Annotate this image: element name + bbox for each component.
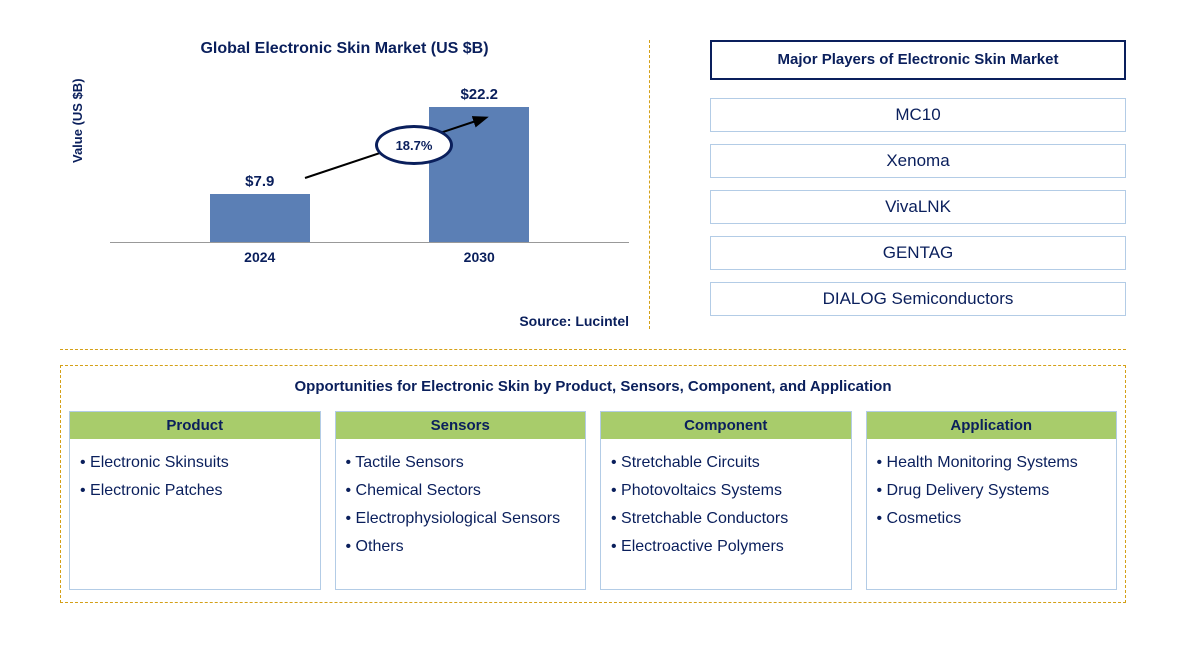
chart-title: Global Electronic Skin Market (US $B) <box>60 40 629 58</box>
category-header-sensors: Sensors <box>336 412 586 439</box>
bar-2024 <box>210 194 310 242</box>
category-item: Health Monitoring Systems <box>875 449 1109 477</box>
bar-2024-label: $7.9 <box>245 173 274 190</box>
opportunities-title: Opportunities for Electronic Skin by Pro… <box>69 378 1117 395</box>
chart-source: Source: Lucintel <box>60 313 629 329</box>
growth-rate-text: 18.7% <box>396 138 433 153</box>
x-label-0: 2024 <box>200 249 320 265</box>
players-section: Major Players of Electronic Skin Market … <box>680 40 1126 329</box>
category-item: Stretchable Circuits <box>609 449 843 477</box>
category-product: ProductElectronic SkinsuitsElectronic Pa… <box>69 411 321 590</box>
category-item: Drug Delivery Systems <box>875 477 1109 505</box>
category-item: Electronic Patches <box>78 477 312 505</box>
category-item: Tactile Sensors <box>344 449 578 477</box>
category-items-sensors: Tactile SensorsChemical SectorsElectroph… <box>336 439 586 589</box>
opportunities-section: Opportunities for Electronic Skin by Pro… <box>60 365 1126 603</box>
bar-2024-wrap: $7.9 <box>200 173 320 242</box>
category-items-application: Health Monitoring SystemsDrug Delivery S… <box>867 439 1117 589</box>
players-list: MC10 Xenoma VivaLNK GENTAG DIALOG Semiconduc… <box>710 98 1126 316</box>
player-item-3: GENTAG <box>710 236 1126 270</box>
category-item: Electroactive Polymers <box>609 533 843 561</box>
category-item: Electrophysiological Sensors <box>344 505 578 533</box>
category-item: Chemical Sectors <box>344 477 578 505</box>
category-items-product: Electronic SkinsuitsElectronic Patches <box>70 439 320 589</box>
chart-section: Global Electronic Skin Market (US $B) Va… <box>60 40 650 329</box>
x-label-1: 2030 <box>419 249 539 265</box>
y-axis-label: Value (US $B) <box>70 78 85 163</box>
category-item: Photovoltaics Systems <box>609 477 843 505</box>
top-row: Global Electronic Skin Market (US $B) Va… <box>60 40 1126 350</box>
bar-2030-label: $22.2 <box>460 86 498 103</box>
growth-annotation: 18.7% <box>310 103 510 183</box>
category-sensors: SensorsTactile SensorsChemical SectorsEl… <box>335 411 587 590</box>
player-item-2: VivaLNK <box>710 190 1126 224</box>
category-header-application: Application <box>867 412 1117 439</box>
category-application: ApplicationHealth Monitoring SystemsDrug… <box>866 411 1118 590</box>
category-item: Cosmetics <box>875 505 1109 533</box>
category-item: Stretchable Conductors <box>609 505 843 533</box>
player-item-1: Xenoma <box>710 144 1126 178</box>
players-title: Major Players of Electronic Skin Market <box>710 40 1126 80</box>
player-item-0: MC10 <box>710 98 1126 132</box>
category-item: Others <box>344 533 578 561</box>
x-axis-labels: 2024 2030 <box>110 243 629 265</box>
chart-area: Value (US $B) $7.9 $22.2 <box>110 83 629 283</box>
category-header-component: Component <box>601 412 851 439</box>
bars-container: $7.9 $22.2 <box>110 83 629 243</box>
category-item: Electronic Skinsuits <box>78 449 312 477</box>
categories-row: ProductElectronic SkinsuitsElectronic Pa… <box>69 411 1117 590</box>
category-header-product: Product <box>70 412 320 439</box>
category-component: ComponentStretchable CircuitsPhotovoltai… <box>600 411 852 590</box>
growth-rate-ellipse: 18.7% <box>375 125 453 165</box>
category-items-component: Stretchable CircuitsPhotovoltaics System… <box>601 439 851 589</box>
player-item-4: DIALOG Semiconductors <box>710 282 1126 316</box>
